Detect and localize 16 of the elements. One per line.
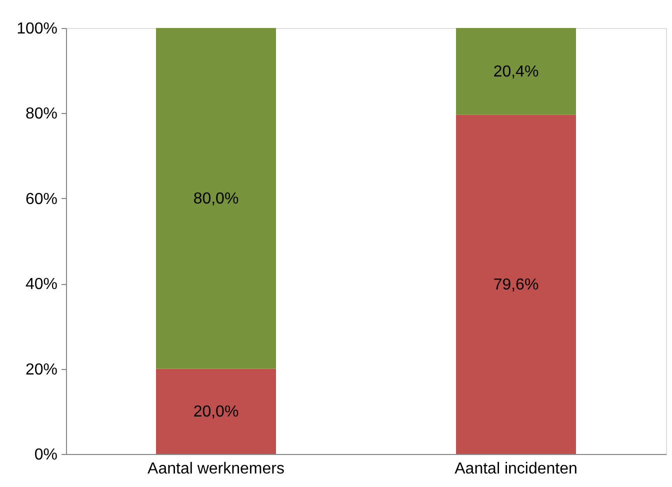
y-tick-label: 0% — [34, 446, 58, 464]
data-label: 80,0% — [193, 190, 239, 208]
bar — [456, 28, 576, 115]
y-tick-label: 100% — [16, 20, 58, 38]
data-label: 79,6% — [493, 276, 539, 294]
y-tick-label: 40% — [25, 276, 58, 294]
y-tick-label: 60% — [25, 190, 58, 208]
y-tick-label: 20% — [25, 361, 58, 378]
x-tick-label: Aantal werknemers — [148, 460, 284, 478]
bar — [156, 28, 276, 369]
data-label: 20,0% — [193, 403, 239, 420]
bar — [156, 368, 276, 454]
data-label: 20,4% — [493, 63, 539, 80]
x-tick-label: Aantal incidenten — [454, 460, 578, 478]
y-tick-label: 80% — [25, 106, 58, 123]
bar — [456, 114, 576, 454]
